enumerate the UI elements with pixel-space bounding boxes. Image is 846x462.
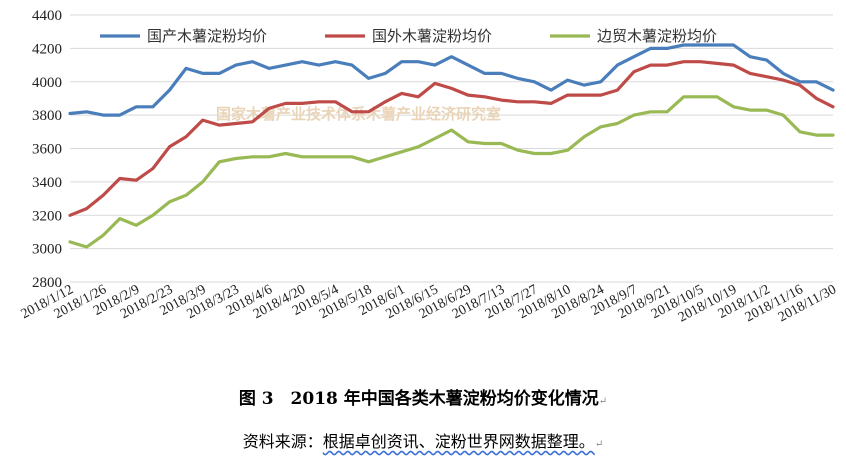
y-tick-label: 3600 xyxy=(32,142,62,158)
y-axis-ticks: 2800 3000 3200 3400 3600 3800 4000 4200 4400 xyxy=(32,8,62,291)
figure-caption-title: 图 3 2018 年中国各类木薯淀粉均价变化情况↵ xyxy=(238,389,608,409)
watermark-text: 国家木薯产业技术体系木薯产业经济研究室 xyxy=(216,105,501,123)
legend: 国产木薯淀粉均价 国外木薯淀粉均价 边贸木薯淀粉均价 xyxy=(100,27,717,45)
series-line-3 xyxy=(68,95,835,249)
y-tick-label: 4200 xyxy=(32,41,62,57)
y-tick-label: 4000 xyxy=(32,75,62,91)
figure-caption-source: 资料来源：根据卓创资讯、淀粉世界网数据整理。↵ xyxy=(242,432,604,451)
x-axis-ticks: 2018/1/122018/1/262018/2/92018/2/232018/… xyxy=(19,282,839,325)
y-tick-label: 3400 xyxy=(32,175,62,191)
source-text: 根据卓创资讯、淀粉世界网数据整理。 xyxy=(322,432,595,451)
line-chart: 2800 3000 3200 3400 3600 3800 4000 4200 4400 国家木… xyxy=(19,8,839,325)
legend-label-1: 国产木薯淀粉均价 xyxy=(147,27,267,45)
y-tick-label: 3000 xyxy=(32,242,62,258)
gridlines xyxy=(70,14,833,283)
y-tick-label: 4400 xyxy=(32,8,62,24)
legend-label-3: 边贸木薯淀粉均价 xyxy=(597,27,717,45)
legend-label-2: 国外木薯淀粉均价 xyxy=(372,27,492,45)
series-line-1 xyxy=(68,43,835,117)
source-prefix: 资料来源： xyxy=(242,432,323,451)
y-tick-label: 3800 xyxy=(32,108,62,124)
y-tick-label: 3200 xyxy=(32,208,62,224)
series-line-2 xyxy=(68,60,835,217)
y-tick-label: 2800 xyxy=(32,275,62,291)
series-lines xyxy=(68,43,835,249)
caption-title-text: 图 3 2018 年中国各类木薯淀粉均价变化情况 xyxy=(238,389,599,409)
